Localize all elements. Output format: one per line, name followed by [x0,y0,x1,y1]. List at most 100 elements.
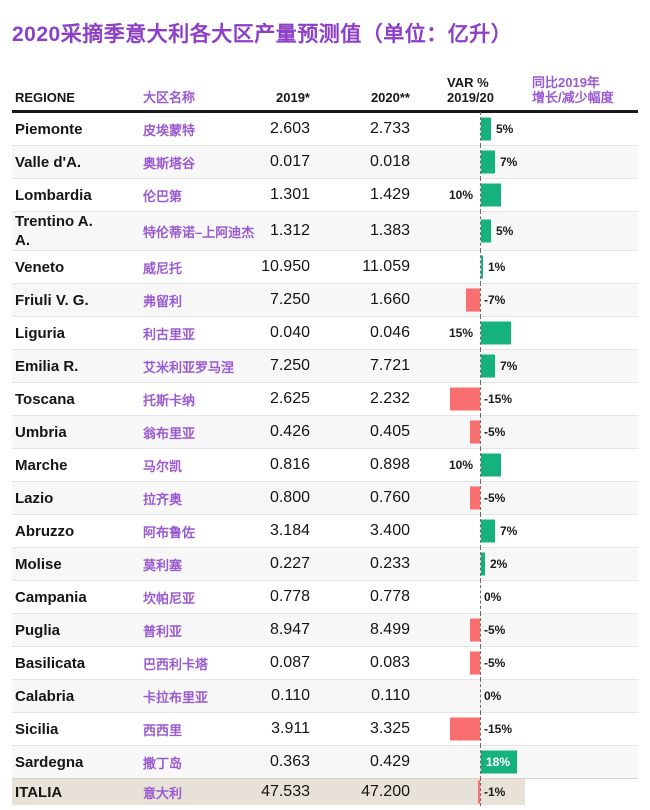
variation-percent-label: 7% [500,155,518,169]
baseline-divider-line [480,745,481,779]
value-2020: 1.383 [369,222,410,239]
value-2019: 0.426 [269,423,310,440]
baseline-divider-line [480,178,481,212]
variation-bar [481,321,511,345]
region-name-cn: 拉齐奥 [143,491,183,507]
region-name-cn: 马尔凯 [143,458,183,474]
baseline-divider-line [480,316,481,350]
region-name-cn: 艾米利亚罗马涅 [143,359,235,375]
value-2020: 11.059 [362,258,410,275]
value-2019: 0.110 [271,687,310,704]
region-name: Campania [15,588,87,606]
region-name-cn: 皮埃蒙特 [143,122,196,138]
variation-percent-label: 15% [448,326,473,340]
value-2019: 2.603 [269,120,310,137]
region-name: Puglia [15,621,61,639]
variation-percent-label: 2% [490,557,508,571]
value-2020: 0.778 [369,588,410,605]
value-2020: 0.046 [369,324,410,341]
region-name-cn: 巴西利卡塔 [143,656,209,672]
variation-chart-cell: 5% [410,211,638,251]
region-name: Liguria [15,324,66,342]
variation-chart-cell: 10% [410,448,638,482]
region-name: Veneto [15,258,65,276]
variation-bar [466,288,480,312]
region-name: ITALIA [15,783,63,801]
table-row: ITALIA 意大利 47.533 47.200 -1% [12,778,638,806]
region-name: Lombardia [15,186,92,204]
variation-percent-label: -5% [484,425,506,439]
variation-percent-label: 10% [448,188,473,202]
value-2019: 47.533 [261,783,310,800]
variation-bar [481,354,495,378]
variation-bar [478,780,480,804]
value-2020: 7.721 [369,357,410,374]
value-2019: 2.625 [269,390,310,407]
value-2020: 47.200 [361,783,410,800]
baseline-divider-line [480,382,481,416]
value-2019: 1.301 [269,186,310,203]
header-regione: REGIONE [15,90,75,105]
variation-bar [481,150,495,174]
region-name-cn: 撒丁岛 [143,755,183,771]
variation-bar [470,420,480,444]
region-name: Trentino A. A. [15,213,93,249]
variation-percent-label: 0% [484,689,502,703]
region-name-cn: 托斯卡纳 [143,392,196,408]
table-row: Calabria 卡拉布里亚 0.110 0.110 0% [12,679,638,713]
variation-chart-cell: -7% [410,283,638,317]
variation-bar [481,552,485,576]
table-row: Sardegna 撒丁岛 0.363 0.429 18% [12,745,638,779]
variation-percent-label: -15% [484,722,513,736]
baseline-divider-line [480,778,481,806]
variation-percent-label: -5% [484,491,506,505]
variation-chart-cell: 5% [410,112,638,146]
value-2019: 8.947 [269,621,310,638]
value-2019: 0.040 [269,324,310,341]
header-var-pct: VAR % 2019/20 [447,75,494,105]
variation-bar [481,117,491,141]
header-growth-label: 同比2019年 增长/减少幅度 [532,75,614,105]
region-name-cn: 坎帕尼亚 [143,590,196,606]
variation-chart-cell: 7% [410,514,638,548]
variation-chart-cell: 2% [410,547,638,581]
page-title: 2020采摘季意大利各大区产量预测值（单位：亿升） [12,23,513,46]
baseline-divider-line [480,211,481,251]
value-2019: 7.250 [269,291,310,308]
variation-percent-label: -7% [484,293,506,307]
baseline-divider-line [480,613,481,647]
table-row: Liguria 利古里亚 0.040 0.046 15% [12,316,638,350]
baseline-divider-line [480,448,481,482]
variation-bar [470,618,480,642]
baseline-divider-line [480,112,481,146]
region-name-cn: 翁布里亚 [143,425,196,441]
variation-chart-cell: 10% [410,178,638,212]
value-2019: 3.184 [269,522,310,539]
table-row: Piemonte 皮埃蒙特 2.603 2.733 5% [12,112,638,146]
variation-percent-label: 5% [496,122,514,136]
table-row: Veneto 威尼托 10.950 11.059 1% [12,250,638,284]
region-name: Basilicata [15,654,86,672]
baseline-divider-line [480,547,481,581]
variation-percent-label: 18% [485,755,510,769]
value-2020: 3.325 [369,720,410,737]
region-name-cn: 利古里亚 [143,326,196,342]
variation-chart-cell: 0% [410,679,638,713]
value-2019: 0.227 [269,555,310,572]
baseline-divider-line [480,580,481,614]
baseline-divider-line [480,712,481,746]
value-2020: 0.760 [369,489,410,506]
variation-chart-cell: -1% [410,778,638,806]
table-row: Valle d'A. 奥斯塔谷 0.017 0.018 7% [12,145,638,179]
value-2019: 10.950 [261,258,310,275]
region-name: Sardegna [15,753,84,771]
variation-chart-cell: -5% [410,646,638,680]
value-2019: 1.312 [269,222,310,239]
region-name-cn: 奥斯塔谷 [143,155,196,171]
region-name-cn: 特伦蒂诺–上阿迪杰 [143,224,255,240]
variation-chart-cell: -15% [410,382,638,416]
table-row: Lazio 拉齐奥 0.800 0.760 -5% [12,481,638,515]
value-2020: 0.233 [369,555,410,572]
variation-chart-cell: 15% [410,316,638,350]
variation-chart-cell: -5% [410,613,638,647]
